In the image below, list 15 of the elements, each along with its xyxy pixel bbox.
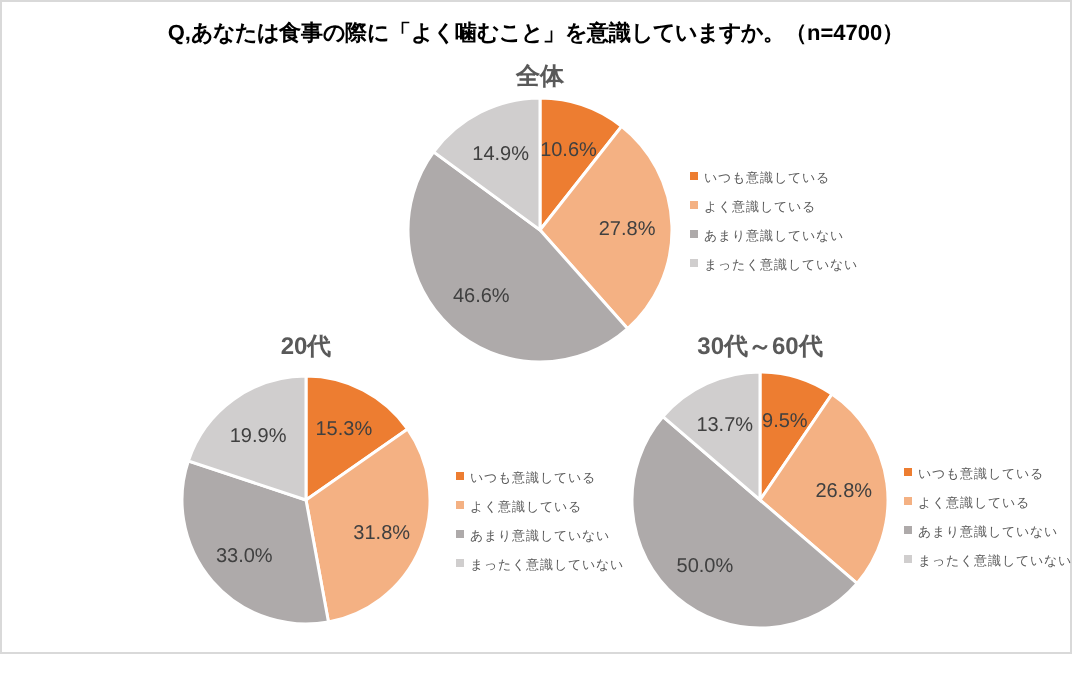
data-label: 13.7% bbox=[696, 415, 754, 438]
data-label: 31.8% bbox=[353, 523, 411, 546]
data-label: 50.0% bbox=[676, 556, 734, 579]
data-label: 14.9% bbox=[472, 144, 530, 167]
data-label: 9.5% bbox=[762, 411, 808, 434]
data-label: 33.0% bbox=[215, 545, 273, 568]
chart-title: 20代 bbox=[280, 332, 332, 360]
chart-subtitle: 全体 bbox=[514, 62, 566, 90]
data-label: 19.9% bbox=[229, 425, 287, 448]
data-label: 15.3% bbox=[315, 419, 373, 442]
data-label: 26.8% bbox=[815, 480, 873, 503]
chart-title: 30代～60代 bbox=[697, 332, 823, 360]
chart-title: Q,あなたは食事の際に「よく噛むこと」を意識していますか。（n=4700） bbox=[167, 20, 905, 46]
data-label: 46.6% bbox=[452, 286, 510, 309]
data-label: 27.8% bbox=[598, 219, 656, 242]
